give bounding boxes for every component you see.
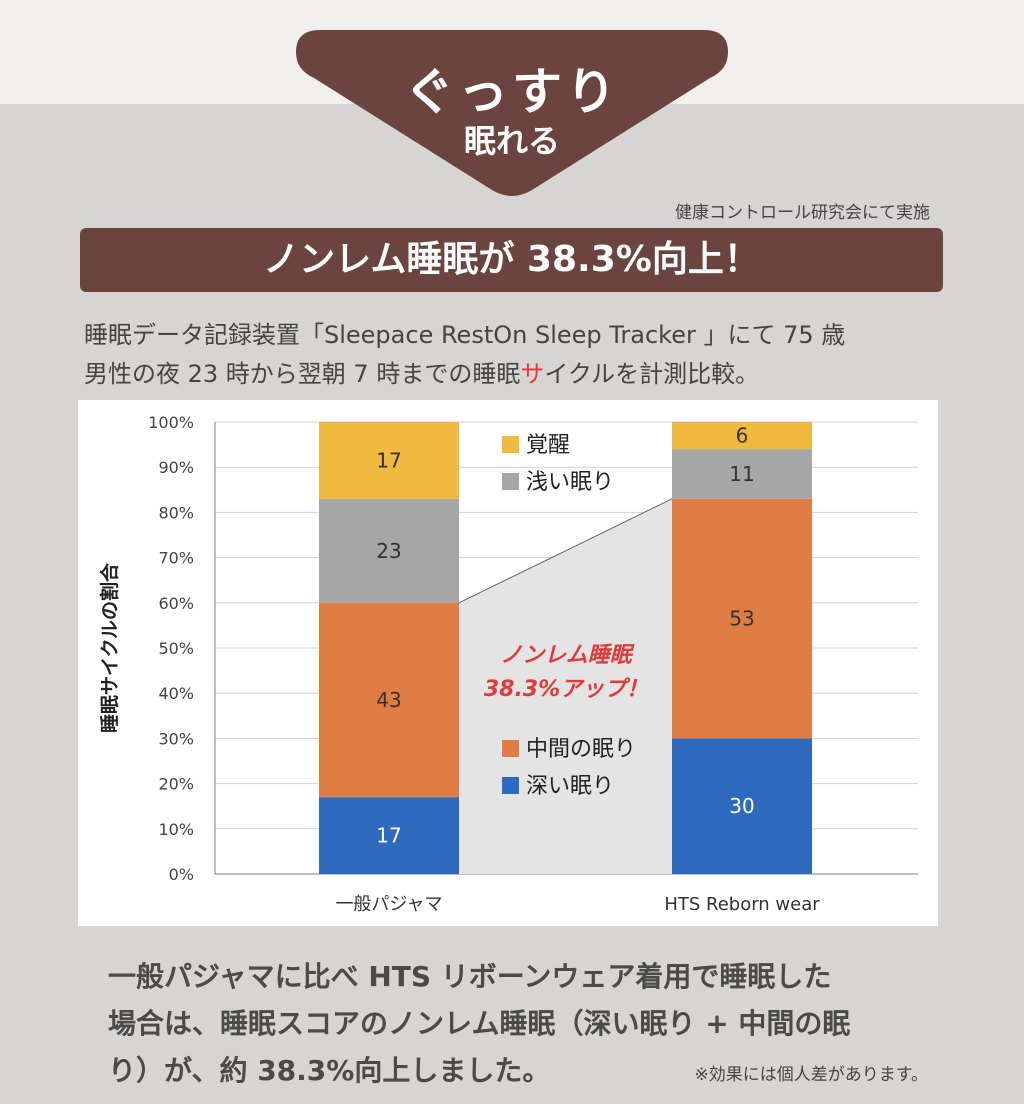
data-label: 11	[729, 462, 754, 486]
disclaimer: ※効果には個人差があります。	[694, 1065, 928, 1085]
data-label: 17	[376, 448, 401, 472]
y-tick-label: 80%	[158, 503, 194, 522]
legend-swatch	[502, 777, 519, 794]
source-note: 健康コントロール研究会にて実施	[675, 203, 930, 223]
bar-segment	[672, 498, 812, 739]
data-label: 17	[376, 824, 401, 848]
legend-label: 深い眠り	[526, 774, 614, 799]
chart-panel: 0% 10% 20% 30% 40% 50% 60% 70% 80% 90% 100% 睡眠サイクルの…	[78, 400, 938, 926]
summary-line-2: 場合は、睡眠スコアのノンレム睡眠（深い眠り + 中間の眠	[108, 1007, 851, 1040]
legend-label: 浅い眠り	[526, 470, 614, 495]
x-category-label: 一般パジャマ	[335, 894, 442, 915]
y-tick-label: 70%	[158, 549, 194, 568]
y-tick-label: 10%	[158, 820, 194, 839]
data-label: 23	[376, 539, 401, 563]
description-line-1: 睡眠データ記録装置「Sleepace RestOn Sleep Tracker …	[84, 321, 846, 349]
annotation-line-1: ノンレム睡眠	[500, 643, 635, 668]
bar-segment	[319, 422, 459, 499]
legend-label: 覚醒	[526, 433, 570, 458]
y-tick-label: 20%	[158, 775, 194, 794]
bar-segment	[672, 738, 812, 874]
y-tick-label: 30%	[158, 729, 194, 748]
y-tick-label: 60%	[158, 594, 194, 613]
sleep-cycle-chart: 0% 10% 20% 30% 40% 50% 60% 70% 80% 90% 100% 睡眠サイクルの…	[98, 413, 918, 915]
data-label: 43	[376, 688, 401, 712]
description-line-2: 男性の夜 23 時から翌朝 7 時までの睡眠サイクルを計測比較。	[84, 354, 759, 389]
y-tick-label: 100%	[148, 413, 194, 432]
legend-label: 中間の眠り	[526, 737, 636, 762]
comparison-line	[458, 498, 673, 604]
summary-line-3: り）が、約 38.3%向上しました。	[108, 1054, 551, 1087]
y-tick-label: 0%	[169, 865, 194, 884]
summary-line-1: 一般パジャマに比べ HTS リボーンウェア着用で睡眠した	[108, 960, 832, 993]
description-line-2-start: 男性の夜 23 時から翌朝 7 時までの睡眠	[84, 360, 521, 388]
bar-segment	[672, 449, 812, 499]
y-axis-title: 睡眠サイクルの割合	[98, 562, 121, 733]
description-highlight: サ	[520, 360, 545, 388]
description-line-2-end: イクルを計測比較。	[544, 360, 760, 388]
annotation-line-2: 38.3%アップ！	[484, 677, 648, 702]
bar-segment	[319, 602, 459, 798]
legend-swatch	[502, 473, 519, 490]
headline-sub: 眠れる	[463, 122, 560, 160]
headline-main: ぐっすり	[404, 63, 620, 121]
x-category-label: HTS Reborn wear	[664, 894, 820, 915]
y-tick-label: 40%	[158, 684, 194, 703]
bar-segment	[319, 498, 459, 603]
result-banner: ノンレム睡眠が 38.3%向上！	[80, 228, 943, 292]
data-label: 6	[736, 424, 749, 448]
bar-segment	[319, 797, 459, 874]
data-label: 53	[729, 607, 754, 631]
headline-badge: ぐっすり 眠れる	[296, 30, 728, 196]
legend-swatch	[502, 436, 519, 453]
legend-swatch	[502, 740, 519, 757]
y-tick-label: 50%	[158, 639, 194, 658]
y-tick-label: 90%	[158, 458, 194, 477]
data-label: 30	[729, 794, 754, 818]
bar-segment	[672, 422, 812, 450]
